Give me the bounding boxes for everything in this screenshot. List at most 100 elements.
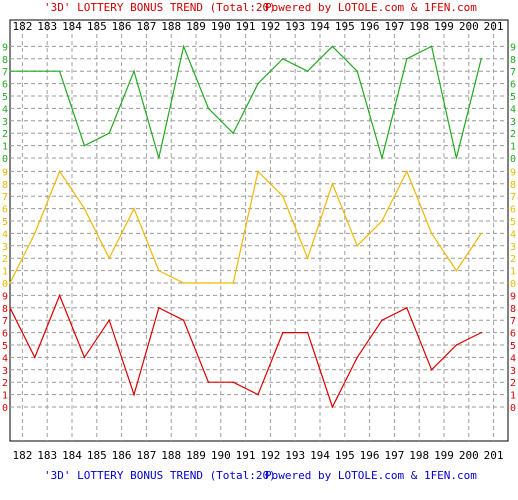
x-tick-label-bottom: 185 — [87, 449, 107, 462]
y-tick-label-right: 0 — [510, 403, 516, 414]
series-point-bottom — [58, 294, 61, 297]
y-tick-label-right: 2 — [510, 254, 516, 265]
series-point-top — [331, 45, 334, 48]
y-tick-label-right: 2 — [510, 378, 516, 389]
series-point-top — [182, 45, 185, 48]
x-tick-label-top: 197 — [384, 20, 404, 33]
y-tick-label-left: 0 — [2, 154, 8, 165]
series-point-top — [9, 70, 11, 72]
x-tick-label-bottom: 188 — [161, 449, 181, 462]
y-tick-label-left: 7 — [2, 67, 8, 78]
x-tick-label-top: 189 — [186, 20, 206, 33]
y-tick-label-right: 7 — [510, 316, 516, 327]
y-tick-label-left: 4 — [2, 229, 8, 240]
x-tick-label-top: 196 — [360, 20, 380, 33]
series-point-top — [232, 132, 234, 134]
series-point-middle — [182, 282, 185, 284]
series-point-middle — [331, 183, 334, 185]
x-tick-label-top: 185 — [87, 20, 107, 33]
y-tick-label-left: 6 — [2, 329, 8, 340]
x-tick-label-top: 182 — [12, 20, 32, 33]
series-point-top — [158, 157, 160, 159]
series-point-middle — [108, 257, 110, 260]
y-tick-label-right: 4 — [510, 353, 516, 364]
y-tick-label-right: 7 — [510, 67, 516, 78]
y-tick-label-left: 3 — [2, 242, 8, 253]
series-point-bottom — [406, 307, 408, 309]
x-tick-label-bottom: 186 — [112, 449, 132, 462]
series-point-top — [257, 82, 259, 85]
series-point-bottom — [381, 319, 383, 322]
y-tick-label-right: 8 — [510, 180, 516, 191]
y-tick-label-left: 0 — [2, 279, 8, 290]
y-tick-label-left: 9 — [2, 291, 8, 302]
x-tick-label-top: 201 — [484, 20, 504, 33]
y-tick-label-left: 2 — [2, 129, 8, 140]
series-point-bottom — [207, 381, 210, 384]
series-point-top — [108, 132, 110, 134]
y-tick-label-left: 4 — [2, 353, 8, 364]
x-tick-label-bottom: 189 — [186, 449, 206, 462]
series-point-middle — [455, 269, 458, 272]
series-point-top — [83, 144, 86, 147]
y-tick-label-left: 1 — [2, 267, 8, 278]
y-tick-label-left: 3 — [2, 117, 8, 128]
series-point-bottom — [133, 393, 135, 396]
y-tick-label-left: 0 — [2, 403, 8, 414]
series-point-bottom — [158, 307, 160, 309]
series-point-top — [133, 70, 135, 72]
series-point-bottom — [430, 369, 433, 371]
series-point-top — [356, 70, 359, 72]
y-tick-label-right: 1 — [510, 267, 516, 278]
x-tick-label-top: 194 — [310, 20, 330, 33]
series-point-top — [207, 107, 210, 110]
series-point-middle — [356, 245, 359, 247]
series-point-bottom — [356, 356, 359, 359]
series-point-bottom — [232, 381, 234, 384]
series-point-middle — [232, 282, 234, 284]
footer-title-right: Powered by LOTOLE.com & 1FEN.com — [265, 469, 477, 482]
series-point-bottom — [455, 344, 458, 346]
series-point-middle — [257, 170, 259, 173]
x-tick-label-top: 192 — [260, 20, 280, 33]
series-point-bottom — [480, 331, 483, 334]
x-tick-label-top: 188 — [161, 20, 181, 33]
y-tick-label-left: 8 — [2, 55, 8, 66]
y-tick-label-left: 1 — [2, 391, 8, 402]
series-point-bottom — [331, 406, 334, 408]
series-point-middle — [58, 170, 61, 173]
y-tick-label-right: 5 — [510, 92, 516, 103]
y-tick-label-right: 2 — [510, 129, 516, 140]
y-tick-label-left: 6 — [2, 205, 8, 216]
x-tick-label-bottom: 195 — [335, 449, 355, 462]
series-point-middle — [406, 170, 408, 173]
series-line-top — [10, 44, 482, 161]
y-tick-label-right: 0 — [510, 279, 516, 290]
x-tick-label-bottom: 201 — [484, 449, 504, 462]
x-tick-label-top: 199 — [434, 20, 454, 33]
y-tick-label-left: 4 — [2, 104, 8, 115]
y-tick-label-right: 3 — [510, 117, 516, 128]
y-tick-label-right: 9 — [510, 291, 516, 302]
y-tick-label-left: 8 — [2, 180, 8, 191]
x-tick-label-top: 184 — [62, 20, 82, 33]
y-tick-label-right: 5 — [510, 341, 516, 352]
x-tick-label-bottom: 193 — [285, 449, 305, 462]
y-tick-label-left: 8 — [2, 304, 8, 315]
y-tick-label-left: 5 — [2, 341, 8, 352]
plot-frame — [9, 19, 509, 442]
x-tick-label-bottom: 196 — [360, 449, 380, 462]
plot-area: 0 01 12 23 34 45 56 67 78 89 90 01 12 23 34 45 56 67 78 89 9… — [2, 19, 516, 462]
y-tick-label-left: 9 — [2, 42, 8, 53]
series-point-top — [406, 58, 408, 60]
series-point-top — [430, 45, 433, 48]
series-point-bottom — [83, 356, 86, 359]
y-tick-label-right: 0 — [510, 154, 516, 165]
x-tick-label-top: 186 — [112, 20, 132, 33]
x-tick-label-bottom: 191 — [236, 449, 256, 462]
y-tick-label-left: 2 — [2, 378, 8, 389]
x-tick-label-bottom: 199 — [434, 449, 454, 462]
y-tick-label-right: 9 — [510, 42, 516, 53]
header-title-right: Powered by LOTOLE.com & 1FEN.com — [265, 1, 477, 14]
